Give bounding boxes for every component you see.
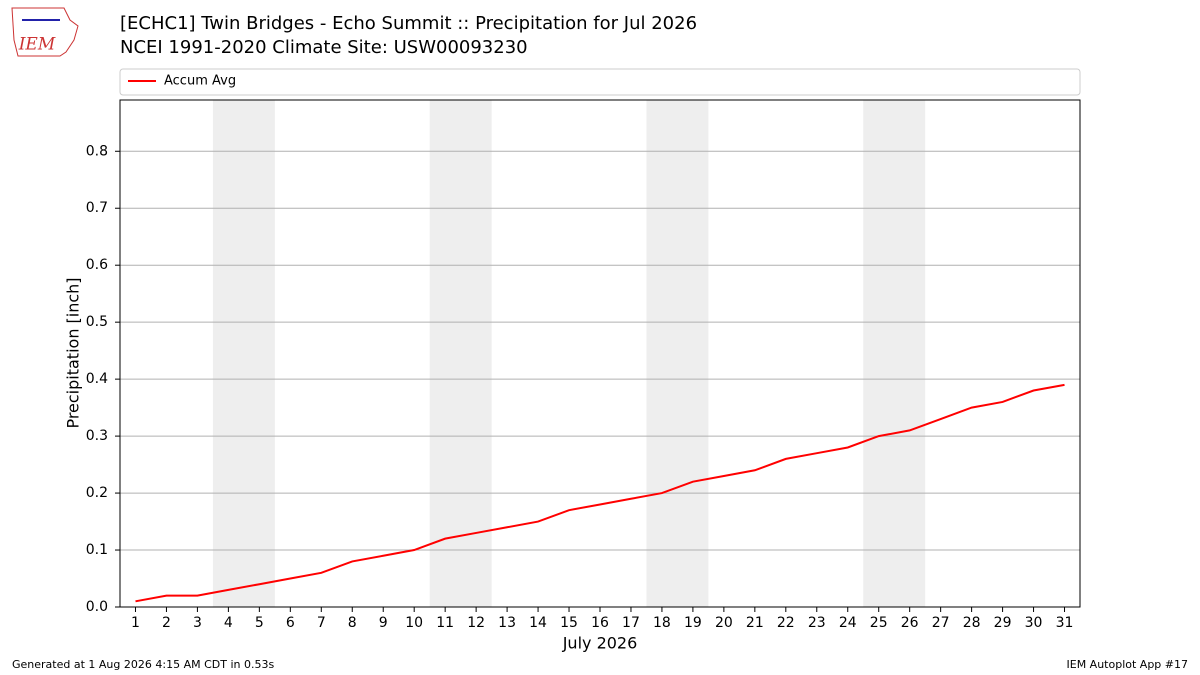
x-tick-label: 2 [162, 615, 171, 631]
x-tick-label: 14 [529, 615, 547, 631]
footer-left: Generated at 1 Aug 2026 4:15 AM CDT in 0… [12, 658, 274, 671]
series-line [135, 383, 1065, 603]
x-tick-label: 7 [317, 615, 326, 631]
x-tick-label: 22 [777, 615, 795, 631]
x-tick-label: 19 [684, 615, 702, 631]
plot-frame [119, 99, 1081, 608]
x-tick-label: 1 [131, 615, 140, 631]
x-tick-label: 9 [379, 615, 388, 631]
x-tick-label: 4 [224, 615, 233, 631]
chart-subtitle: NCEI 1991-2020 Climate Site: USW00093230 [120, 37, 528, 58]
x-tick-label: 5 [255, 615, 264, 631]
x-tick-label: 18 [653, 615, 671, 631]
x-tick-label: 27 [932, 615, 950, 631]
x-tick-label: 17 [622, 615, 640, 631]
x-tick-label: 20 [715, 615, 733, 631]
x-tick-label: 13 [498, 615, 516, 631]
weekend-band [212, 100, 275, 607]
y-tick-label: 0.5 [86, 314, 108, 330]
logo-outline [11, 7, 79, 57]
x-tick-label: 21 [746, 615, 764, 631]
x-tick-label: 16 [591, 615, 609, 631]
legend-label: Accum Avg [164, 74, 236, 89]
y-tick-label: 0.2 [86, 485, 108, 501]
chart-title: [ECHC1] Twin Bridges - Echo Summit :: Pr… [120, 13, 697, 34]
weekend-band [863, 100, 926, 607]
x-tick-label: 31 [1056, 615, 1074, 631]
x-tick-label: 25 [870, 615, 888, 631]
x-tick-label: 29 [994, 615, 1012, 631]
x-tick-label: 8 [348, 615, 357, 631]
y-tick-label: 0.6 [86, 257, 108, 273]
x-tick-label: 24 [839, 615, 857, 631]
y-tick-label: 0.0 [86, 599, 108, 615]
x-axis-label: July 2026 [562, 634, 638, 653]
x-tick-label: 11 [436, 615, 454, 631]
y-tick-label: 0.4 [86, 371, 108, 387]
x-tick-label: 28 [963, 615, 981, 631]
x-tick-label: 30 [1025, 615, 1043, 631]
x-tick-label: 23 [808, 615, 826, 631]
x-tick-label: 26 [901, 615, 919, 631]
y-tick-label: 0.7 [86, 200, 108, 216]
y-tick-label: 0.1 [86, 542, 108, 558]
logo-text: IEM [18, 35, 56, 55]
x-tick-label: 15 [560, 615, 578, 631]
x-tick-label: 10 [405, 615, 423, 631]
footer-right: IEM Autoplot App #17 [1067, 658, 1189, 671]
weekend-band [646, 100, 709, 607]
y-tick-label: 0.8 [86, 143, 108, 159]
logo: IEM [11, 7, 79, 57]
y-tick-label: 0.3 [86, 428, 108, 444]
legend-box [119, 68, 1081, 96]
x-tick-label: 12 [467, 615, 485, 631]
weekend-band [429, 100, 492, 607]
y-axis-label: Precipitation [inch] [64, 277, 83, 428]
x-tick-label: 6 [286, 615, 295, 631]
x-tick-label: 3 [193, 615, 202, 631]
